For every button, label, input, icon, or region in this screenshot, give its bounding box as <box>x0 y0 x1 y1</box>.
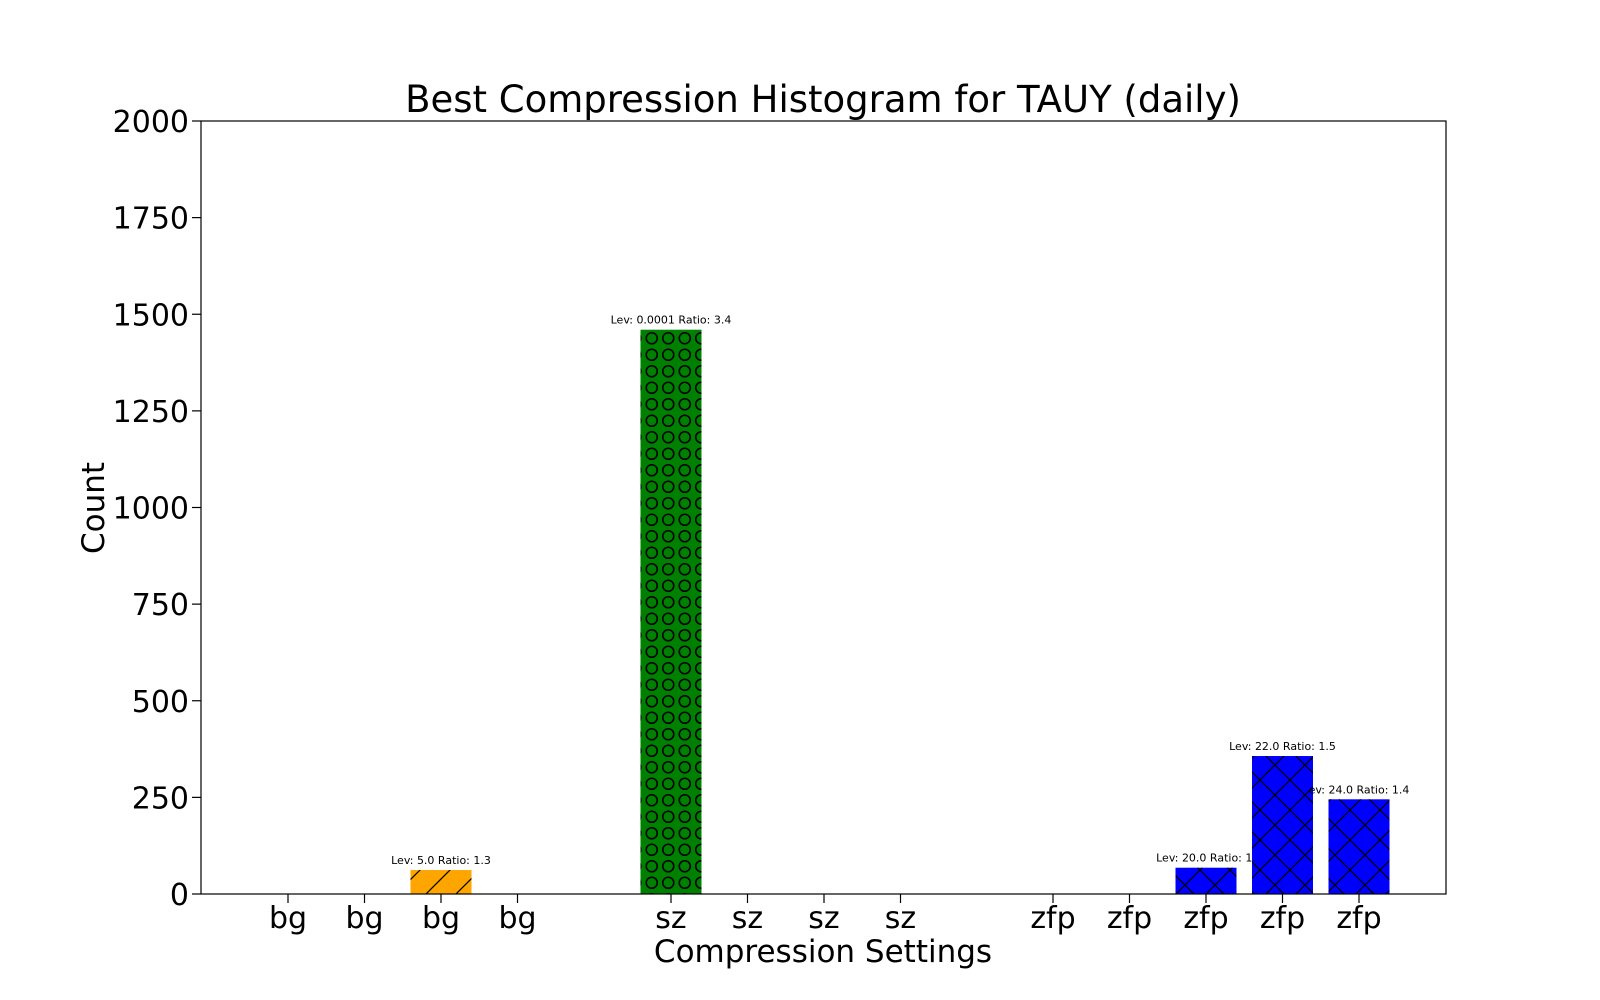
y-tick-label: 750 <box>132 588 189 623</box>
x-axis: bg bg bg bg sz sz sz sz zfp zfp zfp zfp zfp <box>269 894 1382 936</box>
y-tick-label: 0 <box>170 878 189 913</box>
x-tick-label: sz <box>655 901 686 936</box>
y-tick-label: 1750 <box>113 202 189 237</box>
x-tick-label: sz <box>885 901 916 936</box>
x-tick-label: zfp <box>1260 901 1305 936</box>
y-axis: 0 250 500 750 1000 1250 1500 1750 2000 <box>113 105 201 913</box>
x-tick-label: zfp <box>1183 901 1228 936</box>
bar-annotation: Lev: 5.0 Ratio: 1.3 <box>391 854 491 867</box>
annotations-layer: Lev: 5.0 Ratio: 1.3 Lev: 0.0001 Ratio: 3.… <box>391 314 1409 867</box>
bar-hatch-12 <box>1328 799 1390 894</box>
chart-title: Best Compression Histogram for TAUY (dai… <box>405 78 1241 121</box>
bar-annotation: Lev: 22.0 Ratio: 1.5 <box>1229 740 1336 753</box>
bar-hatch-11 <box>1252 756 1313 894</box>
y-tick-label: 2000 <box>113 105 189 140</box>
x-tick-label: zfp <box>1107 901 1152 936</box>
bar-hatch-10 <box>1175 867 1237 894</box>
x-axis-label: Compression Settings <box>654 934 992 970</box>
bar-hatch-2 <box>410 870 472 894</box>
bar-hatch-4 <box>640 329 702 895</box>
y-tick-label: 500 <box>132 685 189 720</box>
x-tick-label: zfp <box>1336 901 1381 936</box>
y-tick-label: 1000 <box>113 492 189 527</box>
x-tick-label: bg <box>345 901 383 936</box>
plot-frame <box>200 120 1447 895</box>
y-axis-label: Count <box>76 462 112 554</box>
y-tick-label: 1250 <box>113 395 189 430</box>
bar-annotation: Lev: 0.0001 Ratio: 3.4 <box>611 314 732 327</box>
bars-layer <box>410 329 1390 895</box>
x-tick-label: sz <box>732 901 763 936</box>
bar-annotation: Lev: 20.0 Ratio: 1. <box>1156 852 1256 865</box>
x-tick-label: bg <box>498 901 536 936</box>
bar-annotation: ev: 24.0 Ratio: 1.4 <box>1309 783 1410 796</box>
x-tick-label: zfp <box>1030 901 1075 936</box>
y-tick-label: 1500 <box>113 298 189 333</box>
x-tick-label: bg <box>422 901 460 936</box>
y-tick-label: 250 <box>132 781 189 816</box>
x-tick-label: sz <box>808 901 839 936</box>
x-tick-label: bg <box>269 901 307 936</box>
